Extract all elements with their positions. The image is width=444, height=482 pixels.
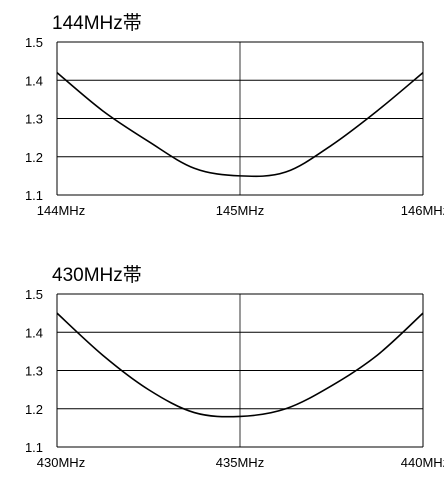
- y-tick-label: 1.3: [25, 364, 43, 379]
- chart-title: 144MHz帯: [52, 13, 142, 34]
- series-line: [56, 312, 424, 418]
- y-tick-label: 1.5: [25, 35, 43, 50]
- y-tick-label: 1.4: [25, 325, 43, 340]
- y-tick-label: 1.2: [25, 402, 43, 417]
- x-tick-label: 430MHz: [37, 455, 85, 470]
- x-tick-label: 145MHz: [216, 203, 264, 218]
- chart-430mhz: 430MHz帯 1.5 1.4 1.3 1.2 1.1 430MHz 435MHz 440MH…: [0, 252, 444, 482]
- y-tick-label: 1.2: [25, 150, 43, 165]
- x-tick-label: 435MHz: [216, 455, 264, 470]
- x-tick-label: 146MHz: [401, 203, 444, 218]
- series-line: [56, 71, 424, 178]
- x-tick-label: 440MHz: [401, 455, 444, 470]
- chart-144mhz: 144MHz帯 1.5 1.4 1.3 1.2 1.1 144MHz 145MHz 146MH…: [0, 0, 444, 230]
- y-tick-label: 1.4: [25, 73, 43, 88]
- y-tick-label: 1.1: [25, 440, 43, 455]
- y-tick-label: 1.3: [25, 112, 43, 127]
- y-tick-label: 1.1: [25, 188, 43, 203]
- chart-title: 430MHz帯: [52, 265, 142, 286]
- x-tick-label: 144MHz: [37, 203, 85, 218]
- y-tick-label: 1.5: [25, 287, 43, 302]
